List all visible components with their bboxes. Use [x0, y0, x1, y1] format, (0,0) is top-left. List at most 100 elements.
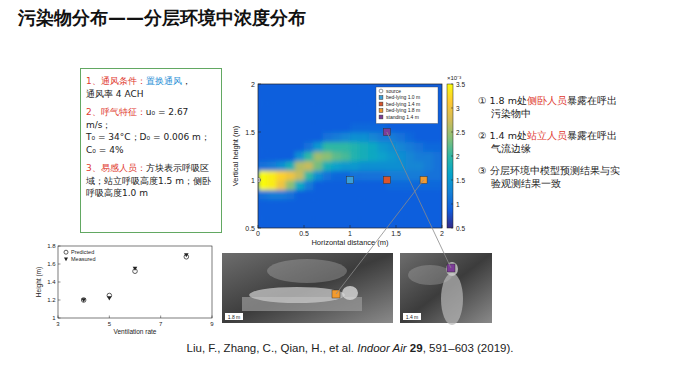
tick [58, 282, 61, 283]
heatmap-cell [322, 94, 332, 104]
colorbar-label: 2 [456, 153, 460, 160]
head [342, 286, 358, 300]
heatmap-cell [359, 180, 369, 190]
heatmap-cell [332, 218, 342, 228]
legend-label: standing 1.4 m [386, 114, 419, 120]
finding: ③ 分层环境中模型预测结果与实验观测结果一致 [478, 164, 624, 190]
heatmap-cell [350, 84, 360, 94]
tick [304, 225, 305, 228]
heatmap-cell [433, 209, 442, 219]
legend-label: bed-lying 1.0 m [386, 94, 420, 100]
condition-item: 1、通风条件：置换通风，通风率 4 ACH [86, 75, 216, 100]
scatter-point [81, 298, 86, 303]
heatmap-cell [286, 113, 296, 123]
heatmap-cell [295, 199, 305, 209]
heatmap-cell [341, 190, 351, 200]
heatmap-cell [350, 103, 360, 113]
heatmap-cell [304, 122, 314, 132]
heatmap-cell [267, 170, 277, 180]
heatmap-cell [276, 218, 286, 228]
heatmap-cell [258, 209, 268, 219]
heatmap-cell [276, 122, 286, 132]
tick [58, 246, 61, 247]
smoke [408, 265, 452, 285]
heatmap-cell [332, 84, 342, 94]
condition-box: 1、通风条件：置换通风，通风率 4 ACH 2、呼气特征：u₀ = 2.67 m/… [80, 68, 222, 233]
plot-frame [58, 246, 212, 318]
heatmap-cell [433, 151, 442, 161]
heatmap-cell [433, 170, 442, 180]
heatmap-cell [396, 199, 406, 209]
tick [258, 132, 261, 133]
heatmap-cell [258, 151, 268, 161]
heatmap-cell [341, 122, 351, 132]
heatmap-cell [341, 84, 351, 94]
tick [350, 225, 351, 228]
heatmap-cell [286, 132, 296, 142]
tick [58, 318, 61, 319]
tick [451, 204, 453, 205]
text-run: 站立人员 [527, 130, 567, 141]
heatmap-cell [433, 132, 442, 142]
heatmap-cell [341, 103, 351, 113]
heatmap-cell [359, 170, 369, 180]
colorbar-label: 0.5 [456, 225, 465, 232]
heatmap-cell [286, 151, 296, 161]
heatmap-cell [313, 190, 323, 200]
tick-label: 5 [108, 321, 112, 327]
text-run: 置换通风 [146, 76, 182, 86]
markers [258, 129, 427, 184]
heatmap-cell [359, 161, 369, 171]
heatmap-cell [332, 142, 342, 152]
tick [58, 264, 61, 265]
tick [258, 225, 259, 228]
colorbar-unit: ×10⁻³ [447, 75, 461, 81]
tick [58, 316, 59, 319]
legend-label: Measured [71, 256, 95, 262]
heatmap-cell [368, 170, 378, 180]
heatmap-cell [267, 218, 277, 228]
heatmap-cell [267, 142, 277, 152]
heatmap-cell [295, 132, 305, 142]
heatmap-cell [405, 122, 415, 132]
heatmap-cell [378, 209, 388, 219]
heatmap-cell [350, 199, 360, 209]
finding: ② 1.4 m处站立人员暴露在呼出气流边缘 [478, 129, 624, 155]
condition-line: T₀ = 34°C；D₀ = 0.006 m；C₀ = 4% [86, 131, 216, 156]
text-run: 侧卧人员 [527, 95, 567, 106]
text-run: , 591–603 (2019). [423, 342, 514, 354]
heatmap-cell [368, 161, 378, 171]
heatmap-cell [304, 170, 314, 180]
axis-label: Horizontal distance (m) [311, 238, 389, 247]
heatmap-cell [258, 199, 268, 209]
heatmap-cell [433, 122, 442, 132]
tick-label: 1.4 [47, 279, 56, 285]
heatmap-cell [258, 103, 268, 113]
heatmap-cell [295, 161, 305, 171]
heatmap-cell [405, 161, 415, 171]
text-run: Liu, F., Zhang, C., Qian, H., et al. [187, 342, 358, 354]
person-marker [258, 178, 261, 183]
heatmap-cell [350, 132, 360, 142]
tick [451, 84, 453, 85]
photo-label-box [225, 313, 243, 320]
heatmap-cell [350, 190, 360, 200]
condition-item: 2、呼气特征：u₀ = 2.67 m/s；T₀ = 34°C；D₀ = 0.00… [86, 106, 216, 156]
heatmap-cell [405, 209, 415, 219]
findings: ① 1.8 m处侧卧人员暴露在呼出污染物中② 1.4 m处站立人员暴露在呼出气流… [478, 94, 624, 199]
tick-label: 1.6 [47, 261, 56, 267]
heatmap-cell [350, 94, 360, 104]
condition-item: 3、易感人员：方块表示呼吸区域；站立呼吸高度1.5 m；侧卧呼吸高度1.0 m [86, 162, 216, 200]
tick-label: 1.5 [391, 230, 401, 237]
heatmap-cell [368, 180, 378, 190]
heatmap-cell [304, 113, 314, 123]
heatmap-cell [286, 103, 296, 113]
text-run: ② 1.4 m处 [478, 130, 527, 141]
legend-swatch [379, 102, 383, 106]
heatmap-cell [304, 151, 314, 161]
tick-label: 1 [251, 177, 255, 184]
heatmap-cell [350, 151, 360, 161]
heatmap-cell [267, 132, 277, 142]
tick-label: 1.5 [245, 129, 255, 136]
tick-label: 0 [256, 230, 260, 237]
